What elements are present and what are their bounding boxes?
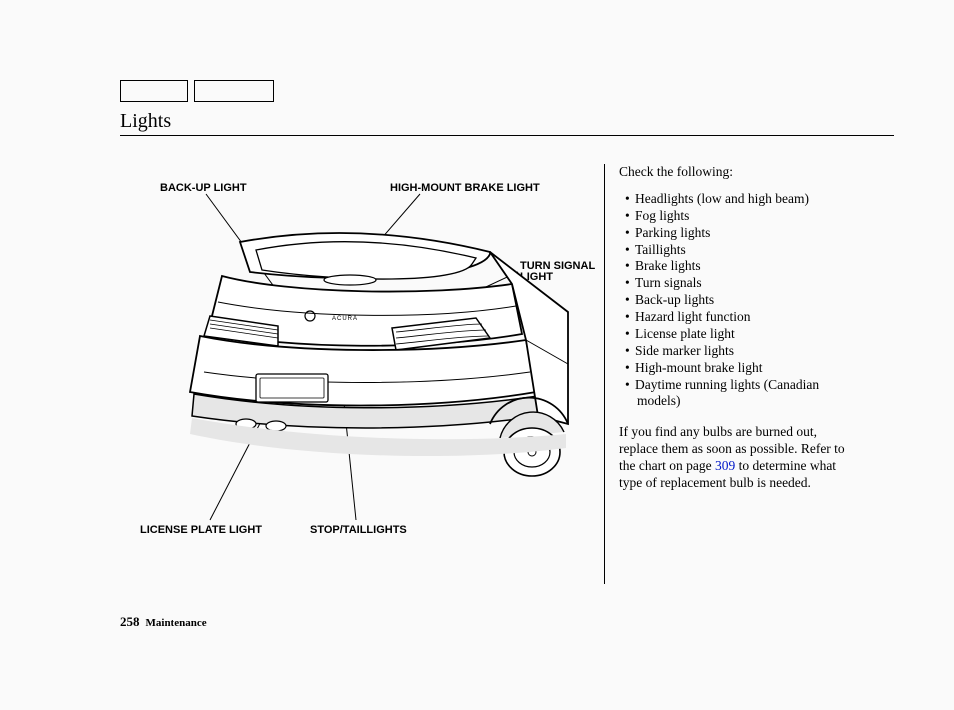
check-item: Hazard light function xyxy=(625,309,859,326)
label-high-mount-brake: HIGH-MOUNT BRAKE LIGHT xyxy=(390,182,540,194)
check-item: License plate light xyxy=(625,326,859,343)
label-stop-taillights: STOP/TAILLIGHTS xyxy=(310,524,407,536)
trunk-badge-text: ACURA xyxy=(332,316,358,322)
check-item: Back-up lights xyxy=(625,292,859,309)
header-placeholder-boxes xyxy=(120,80,894,102)
diagram-column: BACK-UP LIGHT HIGH-MOUNT BRAKE LIGHT TUR… xyxy=(120,164,590,584)
body-paragraph: If you find any bulbs are burned out, re… xyxy=(619,424,859,492)
label-backup-light: BACK-UP LIGHT xyxy=(160,182,247,194)
check-item: Parking lights xyxy=(625,225,859,242)
check-item: High-mount brake light xyxy=(625,360,859,377)
check-item: Fog lights xyxy=(625,208,859,225)
header-box-2 xyxy=(194,80,274,102)
page-ref-link[interactable]: 309 xyxy=(715,458,735,473)
car-rear-illustration: ACURA xyxy=(160,224,570,504)
checklist: Headlights (low and high beam) Fog light… xyxy=(625,191,859,394)
section-name: Maintenance xyxy=(146,617,207,629)
check-item: Taillights xyxy=(625,242,859,259)
check-item: Brake lights xyxy=(625,258,859,275)
column-divider xyxy=(604,164,605,584)
check-item: Turn signals xyxy=(625,275,859,292)
check-item: Headlights (low and high beam) xyxy=(625,191,859,208)
check-item: Daytime running lights (Canadian xyxy=(625,377,859,394)
text-column: Check the following: Headlights (low and… xyxy=(619,164,859,584)
check-item-continuation: models) xyxy=(619,393,859,410)
label-license-plate: LICENSE PLATE LIGHT xyxy=(140,524,262,536)
page-title: Lights xyxy=(120,110,894,136)
checklist-heading: Check the following: xyxy=(619,164,859,181)
header-box-1 xyxy=(120,80,188,102)
check-item: Side marker lights xyxy=(625,343,859,360)
page-footer: 258 Maintenance xyxy=(120,614,207,630)
page-number: 258 xyxy=(120,614,140,629)
